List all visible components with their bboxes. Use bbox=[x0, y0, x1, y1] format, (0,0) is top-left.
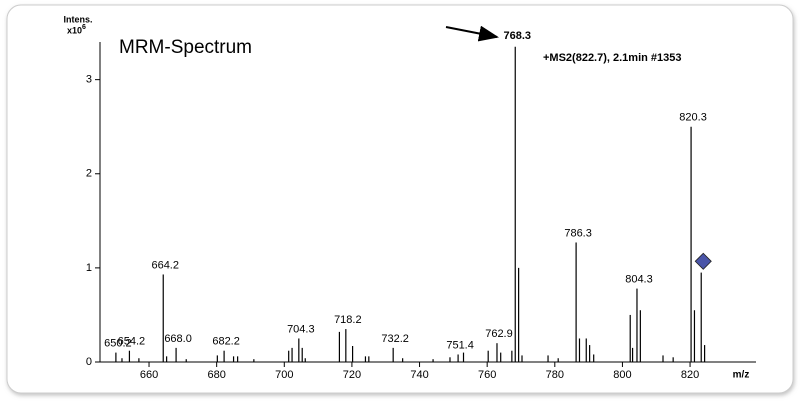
x-tick-label: 760 bbox=[478, 369, 496, 381]
peak-label: 650.2 bbox=[104, 337, 132, 349]
frame bbox=[6, 4, 794, 394]
peak-label: 704.3 bbox=[287, 323, 315, 335]
peak-label: 786.3 bbox=[564, 227, 592, 239]
y-scale-exponent: 6 bbox=[82, 24, 86, 31]
x-tick-label: 700 bbox=[275, 369, 293, 381]
x-axis-label: m/z bbox=[733, 370, 750, 381]
y-scale-label: x10 bbox=[67, 25, 82, 35]
peak-label: 768.3 bbox=[503, 30, 531, 42]
peak-label: 654.2 bbox=[118, 336, 146, 348]
annotation-arrow bbox=[445, 25, 499, 42]
x-tick-label: 780 bbox=[546, 369, 564, 381]
y-tick-label: 0 bbox=[86, 356, 92, 368]
x-tick-label: 720 bbox=[343, 369, 361, 381]
x-tick-label: 740 bbox=[410, 369, 428, 381]
peak-label: 682.2 bbox=[212, 336, 240, 348]
peak-label: 751.4 bbox=[446, 339, 474, 351]
y-tick-label: 1 bbox=[86, 262, 92, 274]
chart-subtitle: +MS2(822.7), 2.1min #1353 bbox=[543, 52, 682, 64]
x-tick-label: 660 bbox=[140, 369, 158, 381]
peak-label: 762.9 bbox=[485, 328, 513, 340]
peak-label: 718.2 bbox=[334, 314, 362, 326]
x-tick-label: 820 bbox=[681, 369, 699, 381]
y-tick-label: 2 bbox=[86, 168, 92, 180]
y-axis-label: Intens. bbox=[63, 14, 92, 24]
x-tick-label: 800 bbox=[613, 369, 631, 381]
y-tick-label: 3 bbox=[86, 74, 92, 86]
precursor-marker bbox=[694, 252, 712, 270]
x-tick-label: 680 bbox=[207, 369, 225, 381]
peak-label: 804.3 bbox=[625, 273, 653, 285]
peak-label: 732.2 bbox=[381, 333, 409, 345]
chart-title: MRM-Spectrum bbox=[119, 37, 252, 58]
peak-label: 664.2 bbox=[151, 259, 179, 271]
peak-label: 820.3 bbox=[679, 112, 707, 124]
peak-label: 668.0 bbox=[164, 333, 192, 345]
